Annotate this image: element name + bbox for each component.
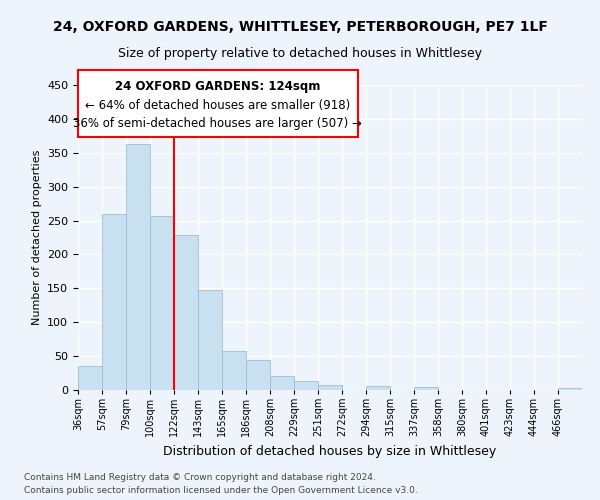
Bar (270, 376, 294, 390)
Text: Size of property relative to detached houses in Whittlesey: Size of property relative to detached ho… (118, 48, 482, 60)
Text: Contains HM Land Registry data © Crown copyright and database right 2024.: Contains HM Land Registry data © Crown c… (24, 474, 376, 482)
Bar (318, 384, 342, 390)
Text: 24, OXFORD GARDENS, WHITTLESEY, PETERBOROUGH, PE7 1LF: 24, OXFORD GARDENS, WHITTLESEY, PETERBOR… (53, 20, 547, 34)
Text: 24 OXFORD GARDENS: 124sqm: 24 OXFORD GARDENS: 124sqm (115, 80, 320, 94)
Bar (366, 386, 390, 390)
Bar (102, 214, 126, 390)
Bar (246, 360, 270, 390)
FancyBboxPatch shape (78, 70, 358, 137)
Text: ← 64% of detached houses are smaller (918): ← 64% of detached houses are smaller (91… (85, 98, 350, 112)
Text: 36% of semi-detached houses are larger (507) →: 36% of semi-detached houses are larger (… (73, 117, 362, 130)
Bar (558, 388, 582, 390)
Bar (126, 144, 150, 390)
X-axis label: Distribution of detached houses by size in Whittlesey: Distribution of detached houses by size … (163, 445, 497, 458)
Bar (174, 236, 198, 390)
Text: Contains public sector information licensed under the Open Government Licence v3: Contains public sector information licen… (24, 486, 418, 495)
Bar (414, 388, 438, 390)
Bar (222, 352, 246, 390)
Y-axis label: Number of detached properties: Number of detached properties (32, 150, 41, 325)
Bar (150, 216, 174, 390)
Bar (294, 381, 318, 390)
Bar (78, 366, 102, 390)
Bar (198, 290, 222, 390)
